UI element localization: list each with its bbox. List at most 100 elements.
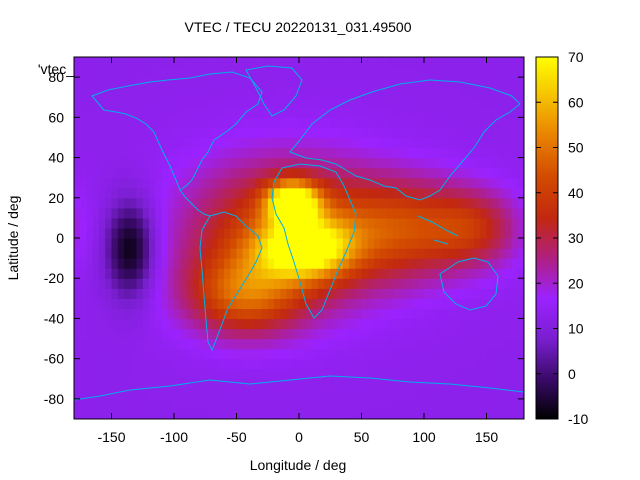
heatmap-cell <box>480 137 488 149</box>
heatmap-cell <box>405 197 413 209</box>
heatmap-cell <box>467 77 475 88</box>
heatmap-cell <box>111 127 119 139</box>
heatmap-cell <box>505 177 513 189</box>
heatmap-cell <box>342 268 350 279</box>
heatmap-cell <box>455 328 463 340</box>
heatmap-cell <box>505 67 513 78</box>
heatmap-cell <box>155 57 163 68</box>
heatmap-cell <box>361 77 369 88</box>
coastline-africa <box>271 163 357 319</box>
heatmap-cell <box>230 97 238 108</box>
heatmap-cell <box>486 398 494 410</box>
heatmap-cell <box>292 107 300 118</box>
heatmap-cell <box>424 97 431 108</box>
heatmap-cell <box>386 227 394 239</box>
heatmap-cell <box>517 87 524 98</box>
heatmap-cell <box>186 167 194 179</box>
heatmap-cell <box>230 348 238 360</box>
heatmap-cell <box>130 217 138 229</box>
heatmap-cell <box>130 408 138 419</box>
heatmap-cell <box>155 87 163 98</box>
heatmap-cell <box>324 187 331 199</box>
heatmap-cell <box>349 308 356 320</box>
heatmap-cell <box>242 207 250 219</box>
heatmap-cell <box>330 398 338 410</box>
heatmap-cell <box>180 268 188 279</box>
heatmap-cell <box>192 157 200 169</box>
heatmap-cell <box>367 368 375 380</box>
heatmap-cell <box>405 167 413 179</box>
heatmap-cell <box>142 248 150 259</box>
heatmap-cell <box>349 398 356 410</box>
heatmap-cell <box>349 268 356 279</box>
heatmap-cell <box>236 207 244 219</box>
heatmap-cell <box>361 197 369 209</box>
heatmap-cell <box>230 368 238 380</box>
heatmap-cell <box>411 378 419 390</box>
heatmap-cell <box>80 87 88 98</box>
heatmap-cell <box>367 197 375 209</box>
heatmap-cell <box>505 368 513 380</box>
heatmap-cell <box>167 288 175 299</box>
heatmap-cell <box>342 278 350 289</box>
heatmap-cell <box>349 197 356 209</box>
heatmap-cell <box>211 408 219 419</box>
heatmap-cell <box>80 358 88 370</box>
heatmap-cell <box>211 127 219 139</box>
heatmap-cell <box>499 187 506 199</box>
heatmap-cell <box>224 258 231 269</box>
heatmap-cell <box>136 117 144 128</box>
heatmap-cell <box>330 77 338 88</box>
heatmap-cell <box>430 57 438 68</box>
heatmap-cell <box>249 368 256 380</box>
heatmap-cell <box>199 157 206 169</box>
heatmap-cell <box>149 368 156 380</box>
heatmap-cell <box>480 97 488 108</box>
heatmap-cell <box>355 157 363 169</box>
heatmap-cell <box>117 97 125 108</box>
heatmap-cell <box>361 328 369 340</box>
heatmap-cell <box>311 217 319 229</box>
heatmap-cell <box>161 157 169 169</box>
heatmap-cell <box>461 248 469 259</box>
heatmap-cell <box>217 177 225 189</box>
heatmap-cell <box>80 408 88 419</box>
heatmap-cell <box>230 258 238 269</box>
heatmap-cell <box>386 308 394 320</box>
heatmap-cell <box>311 117 319 128</box>
heatmap-cell <box>505 248 513 259</box>
heatmap-cell <box>105 298 113 309</box>
heatmap-cell <box>242 97 250 108</box>
heatmap-cell <box>205 318 213 330</box>
heatmap-cell <box>411 187 419 199</box>
heatmap-cell <box>74 197 81 209</box>
heatmap-cell <box>149 137 156 149</box>
heatmap-cell <box>149 187 156 199</box>
heatmap-cell <box>130 147 138 159</box>
heatmap-cell <box>442 338 450 350</box>
heatmap-cell <box>349 248 356 259</box>
heatmap-cell <box>349 77 356 88</box>
heatmap-cell <box>392 127 400 139</box>
heatmap-cell <box>430 147 438 159</box>
heatmap-cell <box>480 298 488 309</box>
heatmap-cell <box>330 278 338 289</box>
heatmap-cell <box>411 147 419 159</box>
heatmap-cell <box>86 197 94 209</box>
heatmap-cell <box>342 358 350 370</box>
heatmap-cell <box>124 378 131 390</box>
heatmap-cell <box>517 97 524 108</box>
heatmap-cell <box>424 238 431 249</box>
heatmap-cell <box>199 107 206 118</box>
heatmap-cell <box>274 348 281 360</box>
heatmap-cell <box>211 177 219 189</box>
heatmap-cell <box>399 177 406 189</box>
heatmap-cell <box>480 358 488 370</box>
heatmap-cell <box>442 268 450 279</box>
heatmap-cell <box>367 217 375 229</box>
heatmap-cell <box>392 358 400 370</box>
heatmap-cell <box>261 308 269 320</box>
heatmap-cell <box>411 248 419 259</box>
heatmap-cell <box>286 127 294 139</box>
heatmap-cell <box>117 217 125 229</box>
